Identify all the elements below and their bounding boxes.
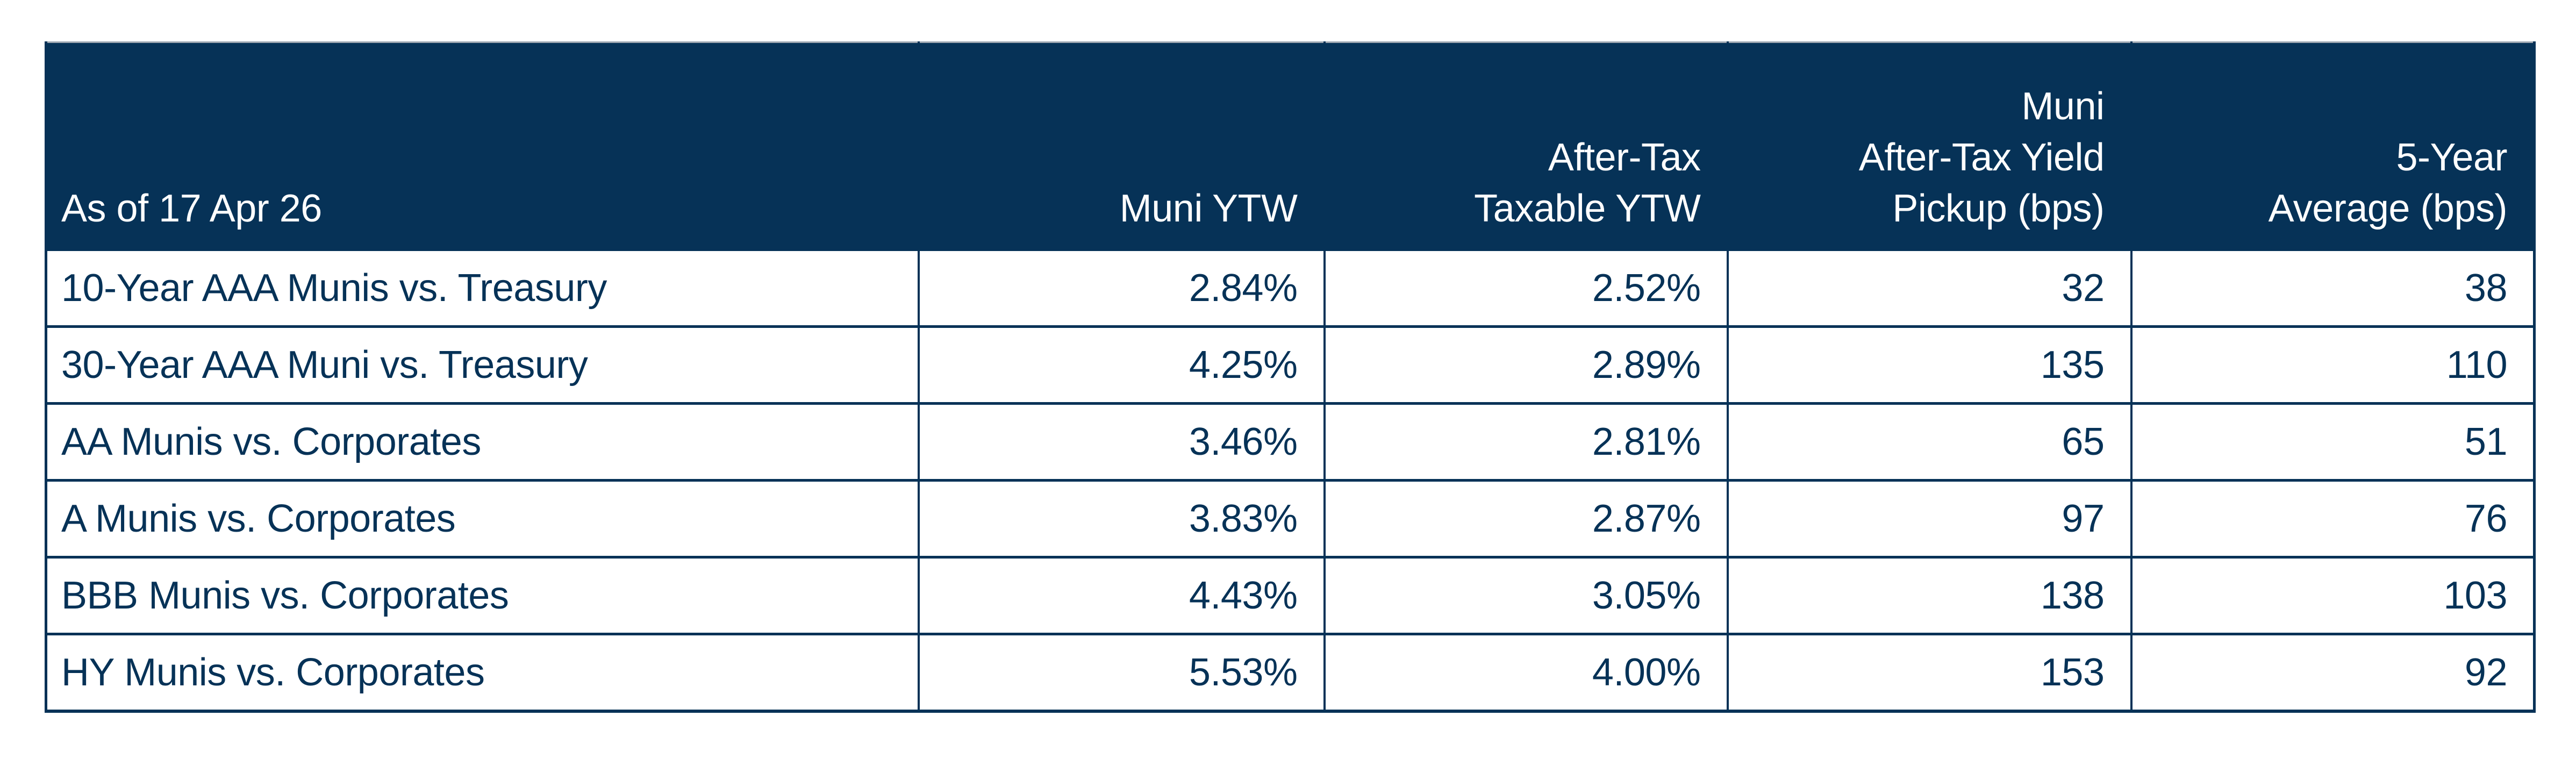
table-header: As of 17 Apr 26 Muni YTW After-Tax Taxab… [45,41,2536,251]
table-row: BBB Munis vs. Corporates 4.43% 3.05% 138… [45,556,2536,635]
col-header-5-year-average: 5-Year Average (bps) [2130,41,2536,251]
muni-ytw-value: 3.83% [917,479,1326,559]
table-row: A Munis vs. Corporates 3.83% 2.87% 97 76 [45,479,2536,559]
pickup-bps-value: 97 [1726,479,2133,559]
table-row: 30-Year AAA Muni vs. Treasury 4.25% 2.89… [45,325,2536,405]
pickup-bps-value: 153 [1726,633,2133,713]
pickup-bps-value: 138 [1726,556,2133,635]
row-label: 10-Year AAA Munis vs. Treasury [45,248,920,328]
pickup-bps-value: 135 [1726,325,2133,405]
row-label: A Munis vs. Corporates [45,479,920,559]
after-tax-taxable-ytw-value: 4.00% [1323,633,1729,713]
five-year-average-bps-value: 92 [2130,633,2536,713]
row-label: AA Munis vs. Corporates [45,402,920,482]
row-label: 30-Year AAA Muni vs. Treasury [45,325,920,405]
muni-ytw-value: 5.53% [917,633,1326,713]
muni-ytw-value: 2.84% [917,248,1326,328]
after-tax-taxable-ytw-value: 2.81% [1323,402,1729,482]
pickup-bps-value: 32 [1726,248,2133,328]
col-header-muni-ytw: Muni YTW [917,41,1326,251]
pickup-bps-value: 65 [1726,402,2133,482]
row-label: BBB Munis vs. Corporates [45,556,920,635]
table-row: AA Munis vs. Corporates 3.46% 2.81% 65 5… [45,402,2536,482]
header-row: As of 17 Apr 26 Muni YTW After-Tax Taxab… [45,41,2536,251]
table-row: 10-Year AAA Munis vs. Treasury 2.84% 2.5… [45,248,2536,328]
muni-ytw-value: 4.43% [917,556,1326,635]
after-tax-taxable-ytw-value: 2.89% [1323,325,1729,405]
row-label: HY Munis vs. Corporates [45,633,920,713]
five-year-average-bps-value: 51 [2130,402,2536,482]
table-body: 10-Year AAA Munis vs. Treasury 2.84% 2.5… [45,248,2536,713]
muni-yield-comparison-table: As of 17 Apr 26 Muni YTW After-Tax Taxab… [45,41,2536,713]
muni-ytw-value: 4.25% [917,325,1326,405]
after-tax-taxable-ytw-value: 2.87% [1323,479,1729,559]
col-header-as-of-date: As of 17 Apr 26 [45,41,920,251]
after-tax-taxable-ytw-value: 2.52% [1323,248,1729,328]
five-year-average-bps-value: 103 [2130,556,2536,635]
col-header-muni-after-tax-yield-pickup: Muni After-Tax Yield Pickup (bps) [1726,41,2133,251]
five-year-average-bps-value: 38 [2130,248,2536,328]
five-year-average-bps-value: 76 [2130,479,2536,559]
five-year-average-bps-value: 110 [2130,325,2536,405]
after-tax-taxable-ytw-value: 3.05% [1323,556,1729,635]
table-row: HY Munis vs. Corporates 5.53% 4.00% 153 … [45,633,2536,713]
muni-ytw-value: 3.46% [917,402,1326,482]
col-header-after-tax-taxable-ytw: After-Tax Taxable YTW [1323,41,1729,251]
muni-yield-table-container: As of 17 Apr 26 Muni YTW After-Tax Taxab… [45,41,2536,713]
